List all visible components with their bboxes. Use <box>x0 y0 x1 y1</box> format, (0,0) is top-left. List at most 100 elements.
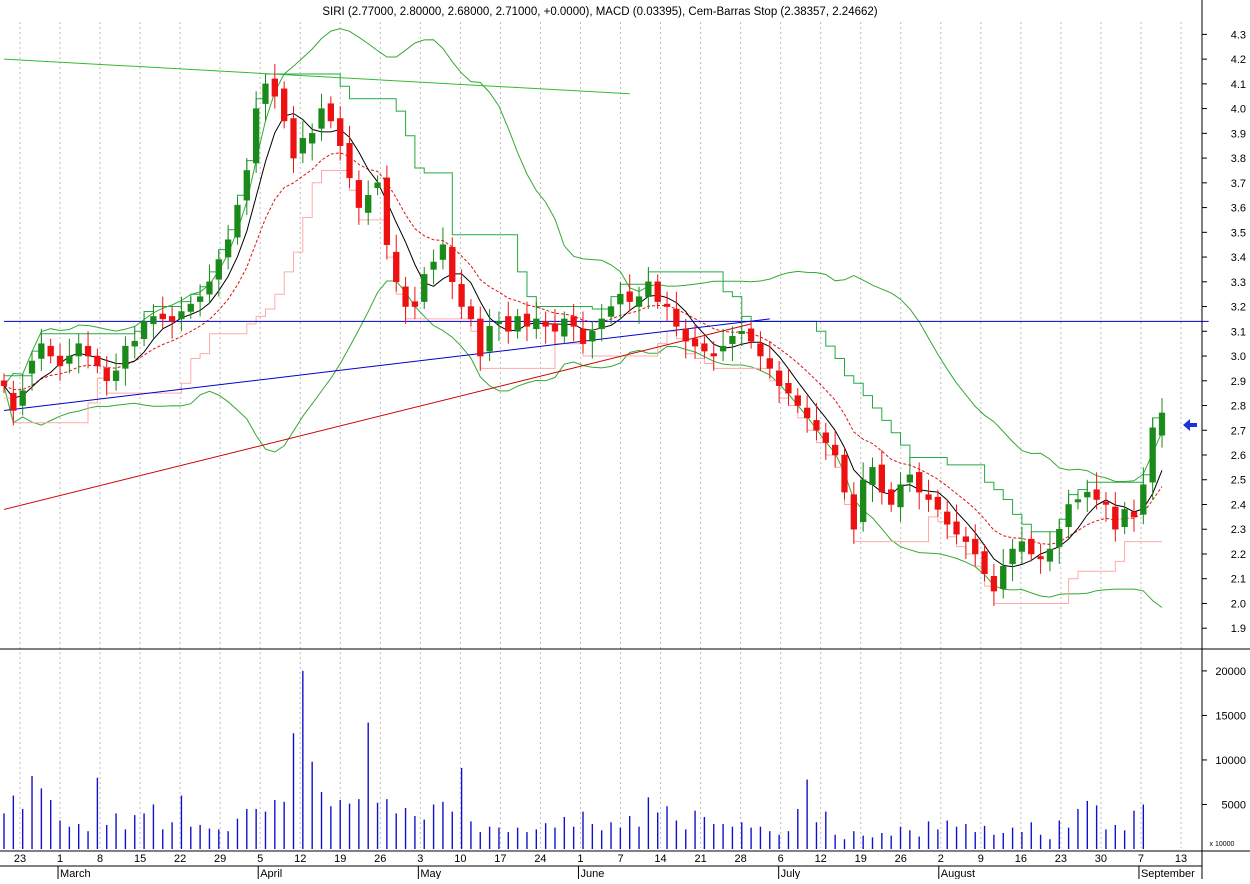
candle-body <box>224 239 232 258</box>
y-tick-label: 2.1 <box>1231 574 1246 586</box>
candle-body <box>841 454 848 493</box>
candle-body <box>122 345 129 369</box>
candle-body <box>598 318 605 330</box>
candle-body <box>262 83 269 104</box>
x-tick-label: 17 <box>494 853 506 865</box>
candle-body <box>234 204 241 238</box>
x-tick-label: 23 <box>1055 853 1067 865</box>
support-stop-line <box>4 170 1162 604</box>
candle-body <box>243 170 250 201</box>
candle-body <box>271 78 278 97</box>
x-tick-label: 16 <box>1015 853 1027 865</box>
candle-body <box>1093 489 1100 500</box>
candle-body <box>925 494 932 500</box>
candle-body <box>1065 504 1072 528</box>
y-tick-label: 4.2 <box>1231 54 1246 66</box>
last-price-arrow-icon <box>1183 419 1197 431</box>
candle-body <box>514 316 521 332</box>
x-tick-label: 5 <box>257 853 263 865</box>
candle-body <box>729 335 736 344</box>
y-tick-label: 3.6 <box>1231 203 1246 215</box>
candle-body <box>103 368 110 382</box>
candle-body <box>944 511 951 525</box>
candle-body <box>159 313 166 320</box>
candle-body <box>84 345 92 357</box>
x-tick-label: 22 <box>174 853 186 865</box>
volume-bars <box>3 670 1145 849</box>
candle-body <box>785 382 792 394</box>
x-tick-label: 13 <box>1175 853 1187 865</box>
candle-body <box>990 575 998 592</box>
candle-body <box>654 281 661 302</box>
candle-body <box>505 316 512 332</box>
candle-body <box>1009 548 1016 565</box>
month-label: July <box>781 868 801 879</box>
candle-body <box>1121 509 1128 528</box>
month-label: April <box>260 868 282 879</box>
ema-line <box>3 152 1163 545</box>
x-tick-label: 7 <box>1138 853 1144 865</box>
candle-body <box>393 251 400 283</box>
candle-body <box>383 177 391 245</box>
candle-body <box>1046 548 1054 562</box>
candle-body <box>402 286 409 307</box>
candle-body <box>337 118 344 146</box>
y-tick-label: 2.7 <box>1231 425 1246 437</box>
candle-body <box>131 340 138 347</box>
candle-body <box>1037 556 1044 560</box>
candle-body <box>981 551 988 575</box>
candle-body <box>309 133 316 144</box>
candle-body <box>916 472 923 493</box>
candle-body <box>542 321 549 327</box>
candle-body <box>47 345 54 357</box>
candle-body <box>187 303 194 312</box>
candle-body <box>327 103 334 122</box>
candle-body <box>888 489 895 505</box>
volume-y-tick-label: 15000 <box>1215 710 1246 722</box>
candle-body <box>281 88 288 122</box>
candle-body <box>775 370 783 386</box>
x-tick-label: 12 <box>294 853 306 865</box>
candle-body <box>0 380 8 386</box>
candle-body <box>150 316 157 325</box>
x-tick-label: 1 <box>57 853 63 865</box>
candle-body <box>1084 491 1091 498</box>
x-tick-label: 1 <box>577 853 583 865</box>
candle-body <box>860 479 867 523</box>
candle-body <box>430 261 437 270</box>
x-tick-label: 12 <box>815 853 827 865</box>
candle-body <box>747 328 755 342</box>
y-tick-label: 3.8 <box>1231 153 1246 165</box>
x-tick-label: 2 <box>938 853 944 865</box>
candle-body <box>1140 484 1147 515</box>
candle-body <box>1112 506 1119 530</box>
candle-body <box>1130 511 1138 518</box>
candle-body <box>19 390 26 406</box>
y-tick-label: 3.1 <box>1231 326 1246 338</box>
chart-title: SIRI (2.77000, 2.80000, 2.68000, 2.71000… <box>322 6 877 18</box>
candle-body <box>215 259 222 280</box>
candle-body <box>290 118 297 159</box>
candle-body <box>1028 538 1035 555</box>
y-tick-label: 4.0 <box>1231 104 1246 116</box>
candle-body <box>832 444 839 456</box>
candle-body <box>467 306 475 320</box>
candle-body <box>850 494 857 530</box>
candle-body <box>1018 541 1026 552</box>
candle-body <box>813 420 820 431</box>
candle-body <box>691 338 699 347</box>
x-tick-label: 26 <box>895 853 907 865</box>
candle-body <box>66 355 73 364</box>
candle-body <box>561 318 568 337</box>
candle-body <box>701 343 708 352</box>
candle-body <box>766 358 773 369</box>
candle-body <box>570 316 577 327</box>
candle-body <box>934 496 942 510</box>
candle-body <box>635 296 643 307</box>
y-tick-label: 4.1 <box>1231 79 1246 91</box>
candle-body <box>299 138 306 154</box>
candle-body <box>738 331 745 335</box>
month-label: August <box>941 868 975 879</box>
x-tick-label: 26 <box>374 853 386 865</box>
